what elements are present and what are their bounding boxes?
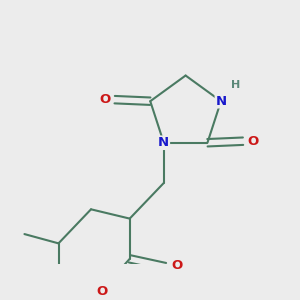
Text: N: N xyxy=(158,136,169,149)
Text: O: O xyxy=(172,260,183,272)
Text: O: O xyxy=(247,135,259,148)
Text: N: N xyxy=(215,95,226,108)
Text: H: H xyxy=(231,80,240,90)
Text: O: O xyxy=(96,285,107,298)
Text: O: O xyxy=(99,93,110,106)
